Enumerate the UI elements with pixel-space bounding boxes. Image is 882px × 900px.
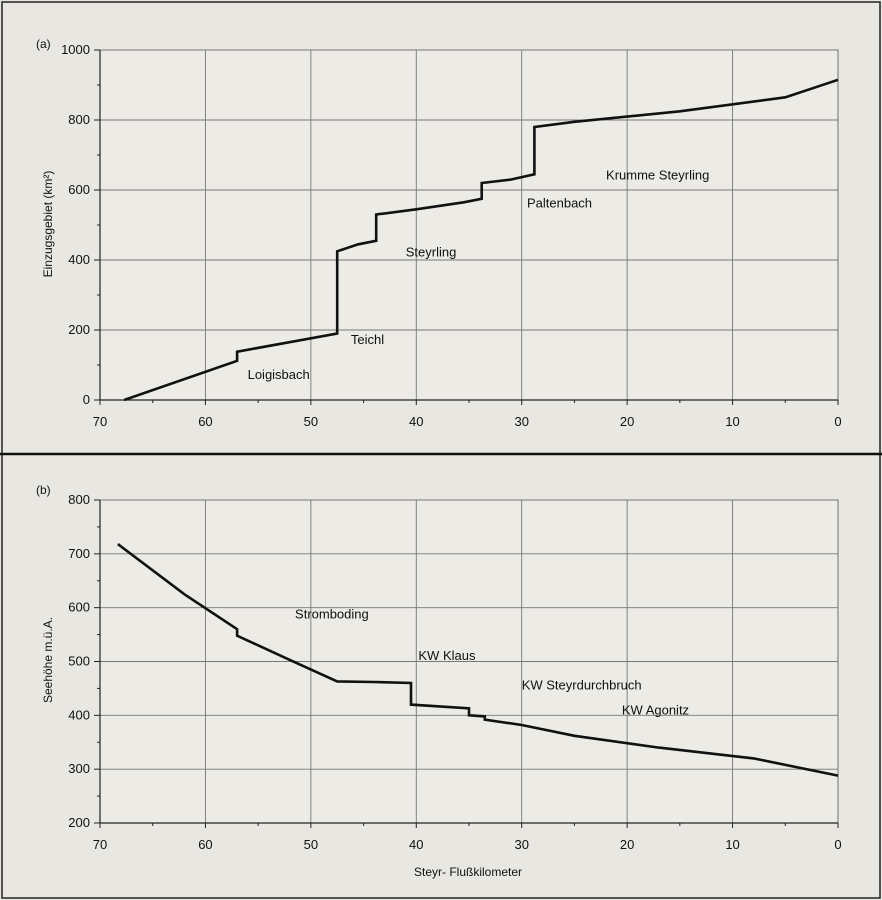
panel-b-y-tick-label: 300	[68, 761, 90, 776]
panel-a-x-tick-label: 40	[409, 414, 423, 429]
panel-a-x-tick-label: 70	[93, 414, 107, 429]
panel-a-annotation: Loigisbach	[248, 367, 310, 382]
panel-b-x-tick-label: 60	[198, 837, 212, 852]
panel-a-series-line	[123, 78, 839, 402]
panel-a-y-tick-label: 0	[83, 392, 90, 407]
panel-a-x-tick-label: 50	[304, 414, 318, 429]
panel-b-x-tick-label: 20	[620, 837, 634, 852]
panel-a-plot-area	[99, 49, 839, 401]
panel-b-x-tick-label: 40	[409, 837, 423, 852]
panel-a-x-tick-label: 0	[834, 414, 841, 429]
panel-a-y-tick-label: 200	[68, 322, 90, 337]
panel-b-y-tick-label: 500	[68, 654, 90, 669]
panel-b-x-tick-label: 70	[93, 837, 107, 852]
panel-a-x-tick-label: 30	[514, 414, 528, 429]
panel-a-plot: 0 200 400 600 800 1000 70 60 50 40 30 20 10 0 Loigisba…	[61, 42, 842, 429]
panel-a-x-tick-label: 10	[725, 414, 739, 429]
panel-b-series-line	[117, 543, 839, 777]
panel-b-y-tick-label: 800	[68, 492, 90, 507]
panel-b-x-axis-title: Steyr- Flußkilometer	[414, 865, 522, 879]
panel-a-annotation: Paltenbach	[527, 196, 592, 211]
panel-a-y-tick-label: 800	[68, 112, 90, 127]
panel-a-annotation: Teichl	[351, 332, 384, 347]
panel-a-x-tick-label: 20	[620, 414, 634, 429]
panel-a-y-tick-label: 1000	[61, 42, 90, 57]
panel-b-x-tick-label: 50	[304, 837, 318, 852]
panel-b-y-axis-title: Seehöhe m.ü.A.	[41, 617, 55, 703]
panel-b-annotation: KW Agonitz	[622, 702, 689, 717]
panel-a-label: (a)	[36, 37, 51, 51]
panel-b-annotation: Stromboding	[295, 606, 369, 621]
panel-b-y-tick-label: 400	[68, 707, 90, 722]
panel-a-annotation: Steyrling	[406, 245, 457, 260]
panel-a-x-tick-label: 60	[198, 414, 212, 429]
panel-b-y-tick-label: 600	[68, 600, 90, 615]
panel-b-annotation: KW Steyrdurchbruch	[522, 677, 642, 692]
panel-b-label: (b)	[36, 483, 51, 497]
panel-a-annotation: Krumme Steyrling	[606, 168, 709, 183]
panel-b-plot: 200 300 400 500 600 700 800 70 60 50 40 30 20 10 0 Stro…	[68, 492, 841, 852]
panel-b-y-tick-label: 700	[68, 546, 90, 561]
panel-a-y-tick-label: 600	[68, 182, 90, 197]
panel-b-annotation: KW Klaus	[418, 648, 476, 663]
panel-a-y-tick-label: 400	[68, 252, 90, 267]
panel-b-x-tick-label: 0	[834, 837, 841, 852]
panel-b-x-tick-label: 10	[725, 837, 739, 852]
panel-b-x-tick-label: 30	[514, 837, 528, 852]
panel-b-y-tick-label: 200	[68, 815, 90, 830]
panel-a-y-axis-title: Einzugsgebiet (km²)	[41, 171, 55, 278]
